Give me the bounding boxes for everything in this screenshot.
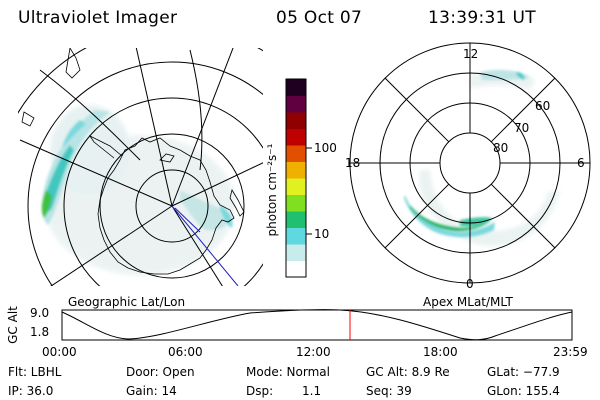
colorbar-swatch <box>286 79 306 96</box>
antarctic-peninsula <box>88 134 123 159</box>
colorbar-swatch <box>286 128 306 146</box>
colorbar <box>285 78 312 278</box>
polar-map-caption: Apex MLat/MLT <box>423 295 513 309</box>
polar-mlt-spokes <box>350 43 590 283</box>
colorbar-swatch <box>286 95 306 113</box>
mlat-label-70: 70 <box>514 121 530 135</box>
mlt-label-12: 12 <box>463 47 479 61</box>
satellite-track <box>171 205 239 286</box>
ip-info: IP: 36.0 <box>8 384 54 398</box>
colorbar-swatch <box>286 161 306 179</box>
colorbar-swatch <box>286 211 306 228</box>
altitude-xtick: 06:00 <box>168 345 203 359</box>
geo-aurora-haze <box>45 105 235 275</box>
mlat-label-80: 80 <box>493 141 509 155</box>
time-label: 13:39:31 UT <box>428 8 536 28</box>
altitude-ymin: 1.8 <box>30 325 50 339</box>
colorbar-swatch <box>286 145 306 162</box>
altitude-xtick: 12:00 <box>296 345 331 359</box>
colorbar-unit-label: photon cm⁻²s⁻¹ <box>265 143 279 237</box>
antarctica-outline <box>97 137 235 275</box>
mlt-label-0: 0 <box>466 277 474 291</box>
mlat-label-60: 60 <box>535 99 551 113</box>
glat-info: GLat: −77.9 <box>487 365 560 379</box>
colorbar-swatch <box>286 112 306 129</box>
colorbar-swatch <box>286 194 306 212</box>
colorbar-swatch <box>286 227 306 245</box>
geographic-map <box>18 48 263 286</box>
altitude-curve <box>61 309 573 341</box>
south-america-tip <box>229 188 245 217</box>
colorbar-swatch <box>286 260 306 278</box>
gc-alt-info: GC Alt: 8.9 Re <box>366 365 450 379</box>
polar-map <box>349 42 591 284</box>
new-zealand-coast <box>21 48 81 127</box>
geo-latitude-circles <box>18 48 263 286</box>
date-label: 05 Oct 07 <box>276 8 363 28</box>
geo-aurora-band <box>41 110 233 231</box>
altitude-xtick: 00:00 <box>42 345 77 359</box>
colorbar-swatch <box>286 244 306 261</box>
mlt-label-6: 6 <box>577 156 585 170</box>
colorbar-tick-10: 10 <box>314 227 330 241</box>
altitude-xtick: 23:59 <box>553 345 588 359</box>
polar-aurora-band <box>404 70 530 238</box>
geo-map-caption: Geographic Lat/Lon <box>68 295 186 309</box>
seq-info: Seq: 39 <box>366 384 412 398</box>
altitude-xtick: 18:00 <box>423 345 458 359</box>
altitude-ymax: 9.0 <box>30 306 50 320</box>
filter-info: Flt: LBHL <box>8 365 62 379</box>
dsp-value: 1.1 <box>302 384 322 398</box>
instrument-title: Ultraviolet Imager <box>18 8 178 28</box>
door-info: Door: Open <box>126 365 195 379</box>
altitude-ylabel: GC Alt <box>6 306 20 344</box>
altitude-plot <box>61 309 573 341</box>
colorbar-swatch <box>286 178 306 195</box>
mode-info: Mode: Normal <box>246 365 330 379</box>
gain-info: Gain: 14 <box>126 384 177 398</box>
colorbar-tick-100: 100 <box>314 141 337 155</box>
glon-info: GLon: 155.4 <box>487 384 560 398</box>
mlt-label-18: 18 <box>345 156 361 170</box>
geo-meridians <box>19 48 263 286</box>
dsp-label: Dsp: <box>246 384 274 398</box>
